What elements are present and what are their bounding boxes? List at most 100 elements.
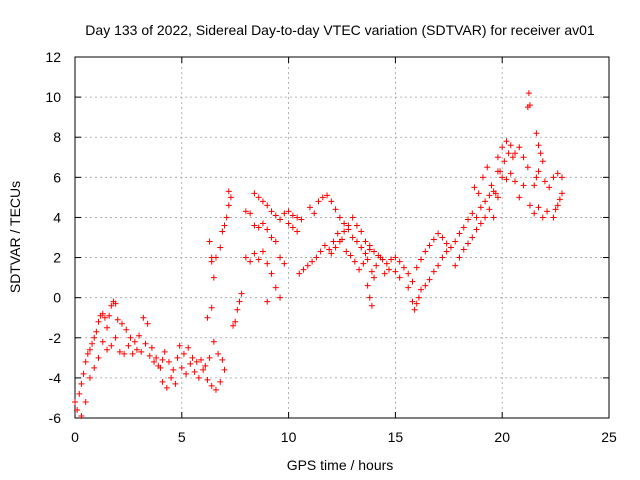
data-point — [345, 222, 352, 229]
data-point — [247, 210, 254, 217]
data-point — [172, 380, 179, 387]
data-point — [392, 254, 399, 261]
data-point — [272, 212, 279, 219]
data-point — [159, 378, 166, 385]
data-point — [349, 214, 356, 221]
data-point — [86, 374, 93, 381]
data-point — [379, 256, 386, 263]
data-point — [426, 276, 433, 283]
data-point — [153, 354, 160, 361]
data-point — [447, 244, 454, 251]
data-point — [456, 254, 463, 261]
data-point — [341, 228, 348, 235]
y-tick-label: -4 — [49, 370, 62, 386]
data-point — [247, 258, 254, 265]
data-point — [347, 252, 354, 259]
y-tick-label: -2 — [49, 330, 62, 346]
data-point — [396, 258, 403, 265]
data-point — [281, 260, 288, 267]
data-point — [452, 262, 459, 269]
y-tick-label: 10 — [45, 89, 61, 105]
data-point — [541, 178, 548, 185]
data-point — [95, 318, 102, 325]
data-point — [268, 208, 275, 215]
data-point — [486, 206, 493, 213]
data-point — [469, 234, 476, 241]
data-point — [309, 258, 316, 265]
data-point — [296, 270, 303, 277]
data-point — [501, 158, 508, 165]
data-point — [328, 250, 335, 257]
data-point — [101, 314, 108, 321]
data-point — [539, 214, 546, 221]
data-point — [236, 298, 243, 305]
data-point — [482, 214, 489, 221]
data-point — [161, 348, 168, 355]
data-point — [163, 384, 170, 391]
data-point — [259, 220, 266, 227]
data-point — [206, 238, 213, 245]
data-point — [343, 248, 350, 255]
data-point — [328, 198, 335, 205]
data-point — [341, 220, 348, 227]
data-point — [311, 210, 318, 217]
data-point — [281, 210, 288, 217]
data-point — [443, 240, 450, 247]
data-point — [505, 150, 512, 157]
data-point — [362, 250, 369, 257]
data-point — [554, 170, 561, 177]
data-point — [326, 246, 333, 253]
data-point — [116, 348, 123, 355]
data-point — [121, 350, 128, 357]
data-point — [227, 194, 234, 201]
data-point — [507, 170, 514, 177]
data-point — [317, 248, 324, 255]
data-point — [157, 364, 164, 371]
y-tick-label: 4 — [53, 209, 61, 225]
data-point — [76, 390, 83, 397]
data-point — [415, 294, 422, 301]
data-point — [112, 300, 119, 307]
data-point — [507, 142, 514, 149]
data-point — [324, 192, 331, 199]
data-point — [488, 182, 495, 189]
data-point — [385, 266, 392, 273]
x-tick-label: 10 — [281, 429, 297, 445]
data-point — [473, 226, 480, 233]
data-point — [146, 352, 153, 359]
data-point — [277, 254, 284, 261]
data-point — [138, 348, 145, 355]
data-point — [452, 238, 459, 245]
data-point — [123, 326, 130, 333]
data-point — [556, 196, 563, 203]
data-point — [202, 362, 209, 369]
data-point — [366, 242, 373, 249]
data-point — [238, 290, 245, 297]
data-point — [368, 268, 375, 275]
data-point — [535, 142, 542, 149]
data-point — [443, 248, 450, 255]
x-axis-label: GPS time / hours — [287, 457, 394, 473]
data-point — [225, 188, 232, 195]
data-point — [418, 286, 425, 293]
data-point — [306, 204, 313, 211]
data-point — [490, 214, 497, 221]
data-point — [413, 264, 420, 271]
data-point — [180, 350, 187, 357]
data-point — [136, 332, 143, 339]
data-point — [375, 252, 382, 259]
data-point — [277, 216, 284, 223]
data-point — [217, 244, 224, 251]
data-point — [460, 224, 467, 231]
data-point — [272, 238, 279, 245]
data-point — [104, 346, 111, 353]
data-point — [494, 154, 501, 161]
data-point — [210, 274, 217, 281]
chart-title: Day 133 of 2022, Sidereal Day-to-day VTE… — [85, 22, 595, 38]
data-point — [509, 154, 516, 161]
data-point — [475, 190, 482, 197]
data-point — [336, 214, 343, 221]
y-tick-label: 12 — [45, 49, 61, 65]
data-point — [174, 354, 181, 361]
data-point — [187, 360, 194, 367]
